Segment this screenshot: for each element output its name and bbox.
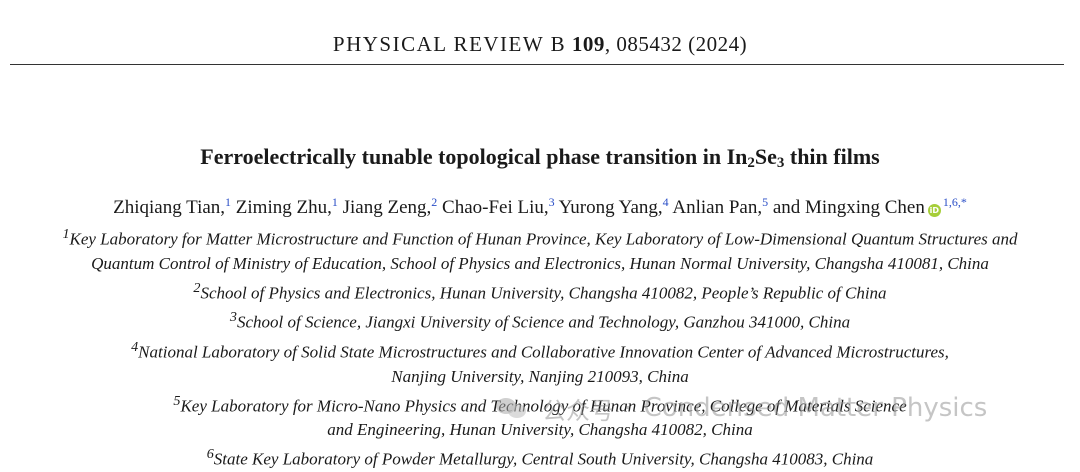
article-number: , 085432 (2024)	[604, 32, 748, 56]
author-name: Anlian Pan,	[672, 197, 763, 218]
wechat-icon	[496, 396, 526, 420]
affiliation-3: 3School of Science, Jiangxi University o…	[229, 309, 851, 332]
author-affil-link[interactable]: 2	[431, 195, 438, 209]
affiliation-list: 1Key Laboratory for Matter Microstructur…	[0, 222, 1080, 472]
watermark-separator: ·	[624, 394, 632, 422]
header-rule	[10, 64, 1064, 65]
author-name: Chao-Fei Liu,	[442, 197, 549, 218]
journal-volume: 109	[571, 32, 605, 56]
watermark-label: 公众号	[542, 396, 614, 425]
affiliation-4: 4National Laboratory of Solid State Micr…	[131, 338, 949, 362]
affiliation-6: 6State Key Laboratory of Powder Metallur…	[206, 446, 874, 469]
author-affil-link[interactable]: 4	[662, 195, 669, 209]
affiliation-1-cont: Quantum Control of Ministry of Education…	[91, 253, 989, 273]
orcid-icon[interactable]: iD	[927, 204, 941, 217]
author-list: Zhiqiang Tian,1 Ziming Zhu,1 Jiang Zeng,…	[0, 195, 1080, 219]
author-name: Zhiqiang Tian,	[113, 197, 226, 218]
journal-name: PHYSICAL REVIEW B	[332, 32, 567, 56]
author-name: and Mingxing Chen	[772, 197, 925, 218]
affiliation-4-cont: Nanjing University, Nanjing 210093, Chin…	[391, 366, 689, 386]
author-affil-link[interactable]: 3	[548, 195, 555, 209]
author-name: Ziming Zhu,	[235, 197, 332, 218]
affiliation-2: 2School of Physics and Electronics, Huna…	[193, 279, 887, 303]
author-name: Jiang Zeng,	[342, 197, 432, 218]
journal-header: PHYSICAL REVIEW B 109, 085432 (2024)	[0, 32, 1080, 57]
author-affil-link[interactable]: 1	[225, 195, 232, 209]
affiliation-5-cont: and Engineering, Hunan University, Chang…	[327, 420, 753, 440]
paper-title: Ferroelectrically tunable topological ph…	[200, 144, 880, 171]
watermark: 公众号 · Condensed Matter Physics	[496, 388, 987, 428]
author-affil-link[interactable]: 1,6,*	[942, 195, 967, 209]
affiliation-1: 1Key Laboratory for Matter Microstructur…	[62, 226, 1018, 249]
watermark-text: Condensed Matter Physics	[643, 393, 988, 423]
author-name: Yurong Yang,	[558, 197, 663, 218]
author-affil-link[interactable]: 5	[762, 195, 769, 209]
author-affil-link[interactable]: 1	[331, 195, 338, 209]
affiliation-5: 5Key Laboratory for Micro-Nano Physics a…	[173, 392, 907, 416]
